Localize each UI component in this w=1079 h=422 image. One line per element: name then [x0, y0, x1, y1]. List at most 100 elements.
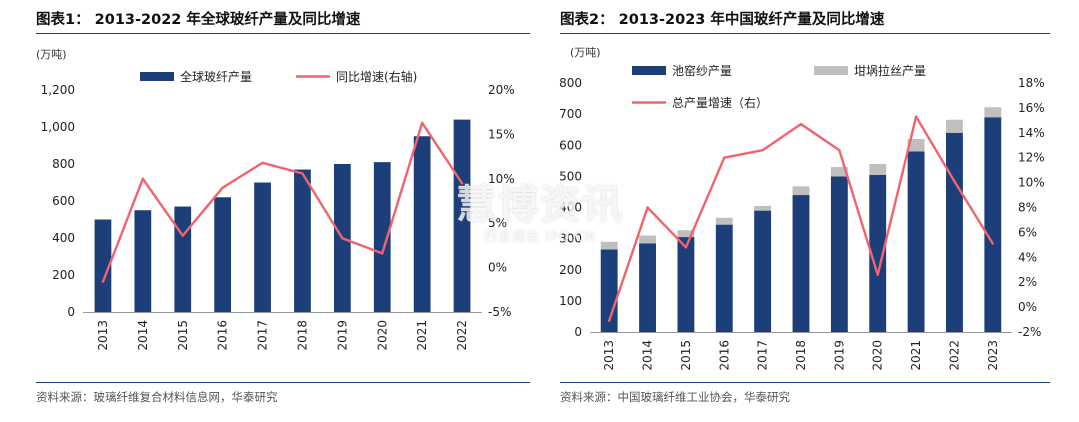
growth-rate-point: [914, 115, 918, 118]
legend-swatch-bar: [814, 66, 848, 75]
bar-primary: [907, 151, 925, 332]
y-left-tick-label: 300: [559, 232, 582, 246]
y-left-tick-label: 200: [52, 268, 75, 282]
source-divider: [560, 382, 1050, 383]
growth-rate-line: [101, 121, 464, 283]
y-right-tick-label: 8%: [1018, 201, 1037, 215]
bar-primary: [715, 224, 733, 332]
growth-rate-point: [761, 149, 764, 152]
y-left-tick-label: 0: [67, 305, 75, 319]
y-left-tick-label: 100: [559, 294, 582, 308]
y-left-tick-label: 600: [559, 138, 582, 152]
x-tick-label: 2014: [136, 320, 150, 351]
x-tick-label: 2019: [832, 340, 846, 371]
growth-rate-point: [838, 149, 841, 152]
legend-label: 坩埚拉丝产量: [854, 63, 926, 78]
bar-primary: [984, 117, 1002, 332]
y-left-tick-label: 500: [559, 169, 582, 183]
bar-secondary: [946, 119, 963, 133]
title-divider: [560, 33, 1050, 34]
y-right-tick-label: 2%: [1018, 275, 1037, 289]
y-left-tick-label: 800: [559, 76, 582, 90]
y-left-tick-label: 200: [559, 263, 582, 277]
source-note: 资料来源：玻璃纤维复合材料信息网，华泰研究: [36, 390, 278, 404]
growth-rate-point: [799, 122, 803, 126]
x-tick-label: 2023: [986, 340, 1000, 371]
y-left-tick-label: 1,000: [41, 120, 75, 134]
growth-rate-point: [876, 273, 879, 276]
bar-primary: [373, 162, 391, 312]
title-divider: [36, 33, 530, 34]
x-tick-label: 2022: [455, 320, 469, 351]
bar-primary: [94, 219, 112, 312]
growth-rate-point: [181, 234, 184, 237]
source-divider: [36, 382, 530, 383]
y-right-tick-label: 5%: [488, 216, 507, 230]
bar-primary: [754, 210, 772, 332]
x-tick-label: 2019: [335, 320, 349, 351]
chart-panel-global: 图表1： 2013-2022 年全球玻纤产量及同比增速 (万吨) 0 200 400 6…: [0, 0, 530, 422]
bar-primary: [792, 195, 810, 332]
bar-secondary: [677, 230, 695, 238]
y-left-tick-label: 1,200: [41, 83, 75, 97]
growth-rate-point: [607, 319, 611, 322]
x-tick-label: 2018: [295, 320, 309, 351]
legend-label: 全球玻纤产量: [180, 69, 252, 84]
y-left-tick-label: 600: [52, 194, 75, 208]
x-tick-label: 2013: [602, 340, 616, 371]
y-right-tick-label: 20%: [488, 83, 515, 97]
x-tick-label: 2015: [679, 340, 693, 371]
growth-rate-point: [723, 156, 726, 159]
x-tick-label: 2018: [794, 340, 808, 371]
bar-primary: [174, 206, 192, 312]
y-right-tick-label: 0%: [1018, 300, 1037, 314]
growth-rate-point: [646, 206, 649, 209]
bar-primary: [254, 182, 271, 312]
growth-rate-point: [991, 242, 995, 245]
bar-secondary: [830, 167, 848, 177]
x-tick-label: 2016: [717, 340, 731, 371]
growth-rate-point: [221, 186, 224, 189]
growth-rate-point: [684, 246, 688, 249]
legend-swatch-bar: [632, 66, 666, 75]
bar-primary: [453, 119, 471, 312]
legend-label: 总产量增速（右）: [672, 95, 768, 110]
y-left-tick-label: 400: [52, 231, 75, 245]
growth-rate-point: [381, 252, 384, 255]
chart-china-glass-fiber: (万吨) 0 100 200 300 400 500 600 700 800 -2% 0% 2% 4% 6%…: [559, 46, 1045, 371]
x-tick-label: 2015: [176, 320, 190, 351]
legend-label: 池窑纱产量: [672, 63, 732, 78]
bar-secondary: [754, 205, 772, 211]
x-tick-label: 2020: [871, 340, 885, 371]
x-tick-label: 2013: [96, 320, 110, 351]
y-right-tick-label: 16%: [1018, 101, 1045, 115]
x-tick-label: 2016: [216, 320, 230, 351]
x-tick-label: 2017: [756, 340, 770, 371]
chart-panel-china: 图表2： 2013-2023 年中国玻纤产量及同比增速 (万吨) 0 100 200 3…: [548, 0, 1079, 422]
growth-rate-point: [953, 180, 956, 183]
bar-primary: [214, 197, 232, 312]
y-unit-label: (万吨): [36, 48, 67, 61]
bar-secondary: [600, 241, 618, 250]
y-right-tick-label: -2%: [1018, 325, 1041, 339]
bar-secondary: [907, 139, 925, 152]
growth-rate-point: [101, 280, 105, 284]
x-tick-label: 2021: [415, 320, 429, 351]
chart-global-glass-fiber: (万吨) 0 200 400 600 800 1,000 1,200 -5% 0% 5% 10% 15%…: [36, 48, 515, 351]
y-unit-label: (万吨): [570, 46, 601, 59]
y-right-tick-label: 6%: [1018, 225, 1037, 239]
x-tick-label: 2021: [909, 340, 923, 371]
bar-secondary: [639, 235, 656, 244]
figure-title: 图表2： 2013-2023 年中国玻纤产量及同比增速: [560, 12, 885, 28]
y-right-tick-label: 15%: [488, 127, 515, 141]
bar-secondary: [869, 163, 887, 175]
y-left-tick-label: 700: [559, 107, 582, 121]
y-right-tick-label: 4%: [1018, 250, 1037, 264]
y-right-tick-label: 18%: [1018, 76, 1045, 90]
y-right-tick-label: 12%: [1018, 151, 1045, 165]
source-note: 资料来源：中国玻璃纤维工业协会，华泰研究: [560, 390, 790, 404]
growth-rate-point: [261, 161, 264, 165]
bar-secondary: [984, 107, 1002, 118]
growth-rate-point: [420, 121, 424, 125]
growth-rate-point: [301, 172, 304, 175]
